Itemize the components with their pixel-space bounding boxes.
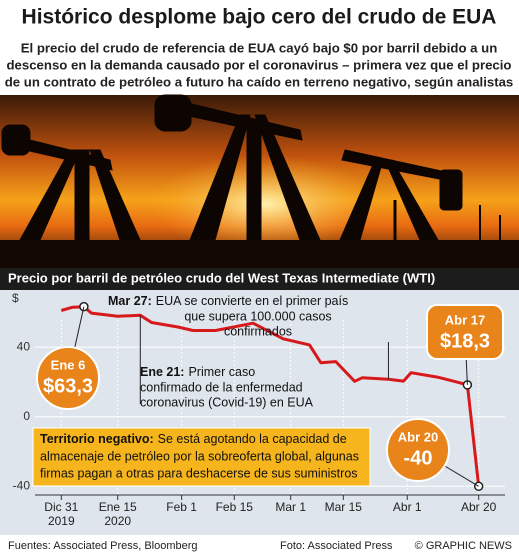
x-tick-label: Mar 1: [275, 500, 306, 514]
annotation: Territorio negativo: Se está agotando la …: [40, 432, 347, 446]
x-tick-label: Abr 1: [393, 500, 422, 514]
annotation-label: Ene 21:: [140, 365, 184, 379]
subtitle: El precio del crudo de referencia de EUA…: [21, 40, 498, 55]
annotation-text: Primer caso: [188, 365, 255, 379]
value-label: $18,3: [440, 330, 490, 352]
annotation-text: Se está agotando la capacidad de: [158, 432, 347, 446]
annotation-text: coronavirus (Covid-19) en EUA: [140, 395, 314, 409]
annotation-text: almacenaje de petróleo por la sobreofert…: [40, 449, 359, 463]
annotation-text: firmas pagan a otras para deshacerse de …: [40, 466, 358, 480]
callout-date: Ene 6: [51, 357, 86, 372]
x-tick-label: Feb 15: [216, 500, 254, 514]
y-unit: $: [12, 291, 19, 305]
annotation: Ene 21: Primer caso: [140, 365, 255, 379]
y-tick-label: 0: [23, 409, 30, 423]
subtitle: descenso en la demanda causado por el co…: [7, 57, 512, 72]
price-line: [60, 305, 481, 487]
annotation: Mar 27: EUA se convierte en el primer paí…: [108, 294, 348, 308]
annotation-text: confirmado de la enfermedad: [140, 380, 303, 394]
y-tick-label: 40: [17, 339, 31, 353]
x-tick-label: 2019: [48, 514, 75, 528]
annotation-label: Mar 27:: [108, 294, 152, 308]
annotation-text: EUA se convierte en el primer país: [156, 294, 348, 308]
footer-sources: Fuentes: Associated Press, Bloomberg: [8, 540, 198, 552]
callout-bubble: [36, 346, 100, 410]
value-label: $63,3: [43, 375, 93, 397]
title: Histórico desplome bajo cero del crudo d…: [22, 6, 497, 29]
chart-title: Precio por barril de petróleo crudo del …: [8, 270, 435, 285]
subtitle: de un contrato de petróleo a futuro ha c…: [5, 74, 514, 89]
annotation-label: Territorio negativo:: [40, 432, 154, 446]
footer-photo: Foto: Associated Press: [280, 540, 393, 552]
callout-date: Abr 20: [398, 429, 438, 444]
photo: [0, 94, 519, 270]
x-tick-label: 2020: [104, 514, 131, 528]
x-tick-label: Mar 15: [325, 500, 363, 514]
callout-bubble: [386, 418, 450, 482]
annotation-text: confirmados: [224, 324, 292, 338]
value-label: -40: [404, 447, 433, 469]
x-tick-label: Abr 20: [461, 500, 497, 514]
annotation-text: que supera 100.000 casos: [184, 309, 331, 323]
callout-box: [426, 304, 504, 360]
callout-date: Abr 17: [445, 312, 485, 327]
y-tick-label: -40: [13, 478, 31, 492]
annotation-box: [32, 427, 371, 487]
chart-header-bar: [0, 268, 519, 290]
x-tick-label: Dic 31: [44, 500, 78, 514]
x-tick-label: Ene 15: [99, 500, 137, 514]
footer-credit: © GRAPHIC NEWS: [415, 540, 512, 552]
x-tick-label: Feb 1: [166, 500, 197, 514]
